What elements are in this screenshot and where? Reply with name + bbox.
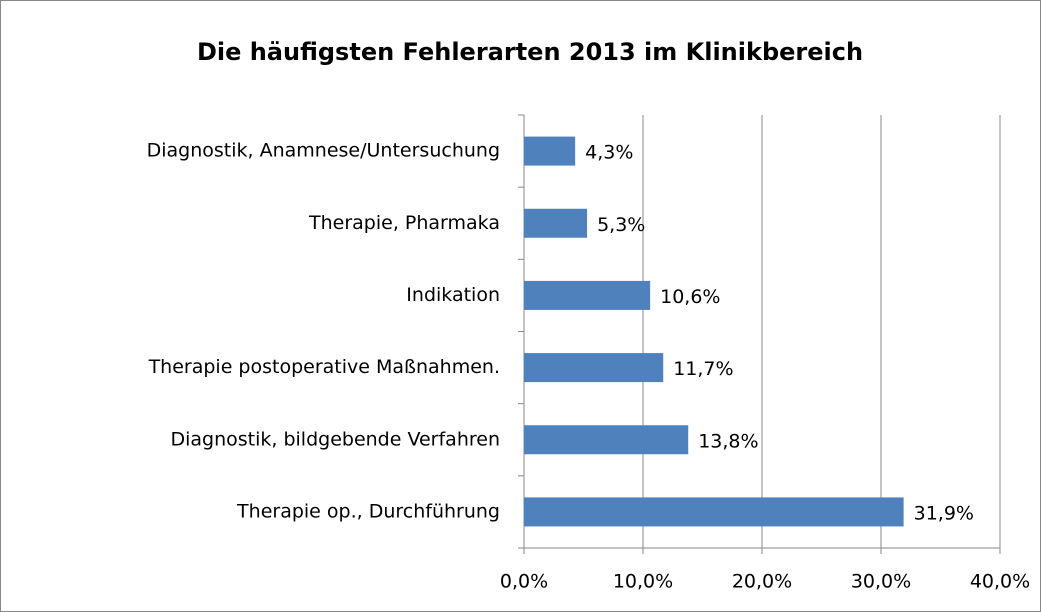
data-label: 31,9% <box>914 502 974 524</box>
chart-title: Die häufigsten Fehlerarten 2013 im Klini… <box>197 38 863 66</box>
y-tick-label: Therapie op., Durchführung <box>236 500 500 522</box>
y-tick-label: Diagnostik, bildgebende Verfahren <box>170 428 500 450</box>
bar <box>524 208 588 238</box>
y-tick-label: Therapie postoperative Maßnahmen. <box>148 356 500 378</box>
y-tick-label: Diagnostik, Anamnese/Untersuchung <box>147 140 500 162</box>
bar <box>524 425 689 455</box>
bar <box>524 353 664 383</box>
data-label: 5,3% <box>597 214 645 236</box>
x-tick-label: 20,0% <box>732 571 792 593</box>
x-tick-label: 40,0% <box>970 571 1030 593</box>
data-label: 10,6% <box>660 286 720 308</box>
y-tick-label: Therapie, Pharmaka <box>308 212 500 234</box>
bar <box>524 280 651 310</box>
data-label: 13,8% <box>698 430 758 452</box>
x-tick-label: 0,0% <box>500 571 548 593</box>
x-tick-label: 30,0% <box>851 571 911 593</box>
bar <box>524 136 576 166</box>
bar <box>524 497 904 527</box>
data-label: 4,3% <box>585 142 633 164</box>
y-tick-label: Indikation <box>406 284 500 306</box>
data-label: 11,7% <box>673 358 733 380</box>
x-tick-label: 10,0% <box>613 571 673 593</box>
